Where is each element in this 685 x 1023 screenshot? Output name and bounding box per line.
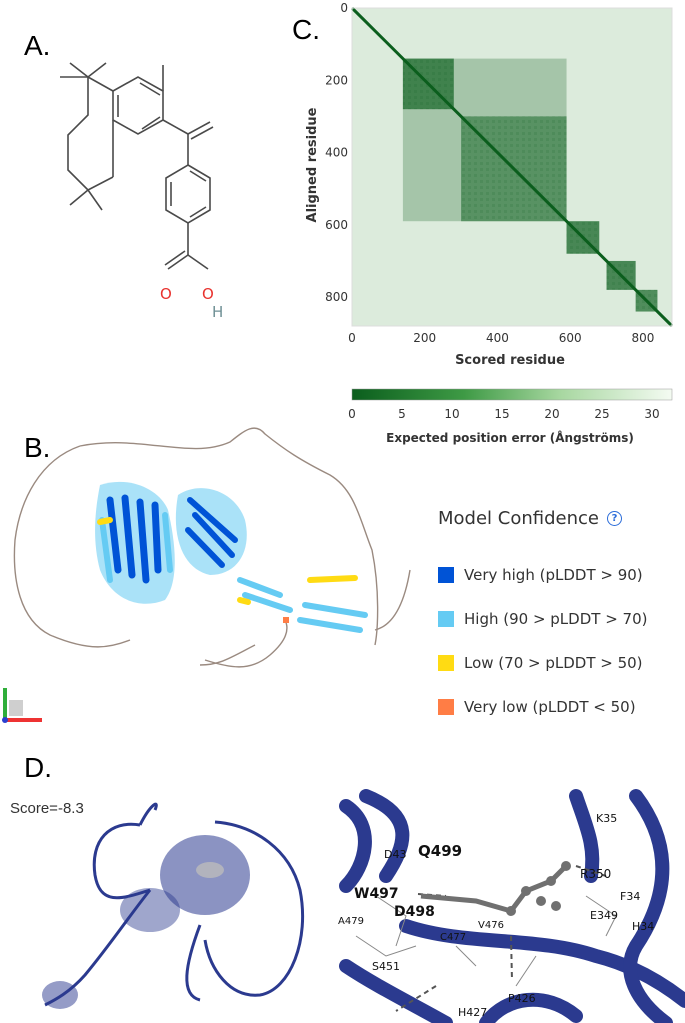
protein-domain-2: [175, 488, 247, 575]
docking-score: Score=-8.3: [10, 800, 84, 817]
colorbar-ticks: 0 5 10 15 20 25 30: [348, 407, 659, 421]
question-circle-icon[interactable]: ?: [606, 511, 622, 526]
legend-item: High (90 > pLDDT > 70): [438, 597, 678, 641]
residue-label: H427: [458, 1006, 487, 1019]
protein-domain-1: [95, 481, 175, 604]
legend-swatch: [438, 567, 454, 583]
colorbar-tick-label: 30: [644, 407, 659, 421]
residue-label: C477: [440, 932, 466, 943]
hydrogen-atom: H: [212, 303, 223, 321]
colorbar-tick-label: 15: [494, 407, 509, 421]
chemical-structure: O O H: [60, 62, 223, 321]
heatmap-y-tick-label: 200: [325, 73, 348, 87]
panel-b-label: B.: [24, 432, 51, 463]
colorbar-tick-label: 5: [398, 407, 406, 421]
legend-swatch: [438, 611, 454, 627]
legend-label: Low (70 > pLDDT > 50): [464, 654, 643, 672]
disordered-loops: [13, 427, 411, 668]
colorbar-label: Expected position error (Ångströms): [386, 430, 634, 445]
heatmap-y-ticks: 0 200 400 600 800: [325, 1, 348, 304]
pae-heatmap-panel: 0 200 400 600 800 0 200 400 600 800 Scored resid…: [300, 0, 685, 450]
heatmap-plot-area: [350, 6, 674, 328]
legend-label: High (90 > pLDDT > 70): [464, 610, 648, 628]
residue-label: A479: [338, 916, 364, 927]
axis-gizmo-icon: [2, 688, 42, 723]
panel-d-label: D.: [24, 752, 52, 783]
heatmap-x-tick-label: 200: [413, 331, 436, 345]
heatmap-x-ticks: 0 200 400 600 800: [348, 331, 654, 345]
legend-item: Very low (pLDDT < 50): [438, 685, 678, 729]
legend-item: Low (70 > pLDDT > 50): [438, 641, 678, 685]
heatmap-y-tick-label: 600: [325, 218, 348, 232]
colorbar: [351, 388, 673, 401]
panel-a-label: A.: [24, 30, 51, 61]
residue-label: W497: [354, 886, 399, 902]
heatmap-diagonal: [350, 6, 674, 328]
binding-ribbons: [339, 789, 685, 1023]
residue-labels: Q499 D43 W497 D498 A479 C477 V476 S451 H…: [338, 812, 654, 1019]
residue-label: R350: [580, 867, 611, 881]
legend-title: Model Confidence: [438, 508, 599, 529]
molecule-bonds: [60, 62, 214, 270]
binding-site-view: Q499 D43 W497 D498 A479 C477 V476 S451 H…: [336, 786, 685, 1023]
sidechain-sticks: [355, 895, 617, 987]
protein-domain-3: [97, 517, 368, 633]
residue-label: D498: [394, 904, 435, 920]
residue-label: K35: [596, 812, 617, 825]
residue-label: D43: [384, 848, 406, 861]
legend-swatch: [438, 699, 454, 715]
binding-site-svg: Q499 D43 W497 D498 A479 C477 V476 S451 H…: [338, 789, 685, 1023]
heatmap-y-tick-label: 0: [340, 1, 348, 15]
model-confidence-legend: Model Confidence ? Very high (pLDDT > 90…: [438, 508, 678, 729]
heatmap-y-axis-label: Aligned residue: [305, 107, 320, 222]
legend-label: Very high (pLDDT > 90): [464, 566, 643, 584]
ligand: [420, 861, 571, 916]
overview-core: [42, 835, 250, 1009]
legend-item: Very high (pLDDT > 90): [438, 553, 678, 597]
residue-label: V476: [478, 920, 504, 931]
heatmap-x-tick-label: 400: [486, 331, 509, 345]
heatmap-x-axis-label: Scored residue: [455, 353, 565, 368]
colorbar-tick-label: 10: [444, 407, 459, 421]
residue-label: H34: [632, 920, 654, 933]
panel-c-label: C.: [292, 14, 320, 45]
residue-label: F34: [620, 890, 640, 903]
heatmap-border: [351, 7, 673, 327]
colorbar-tick-label: 25: [594, 407, 609, 421]
residue-label: S451: [372, 960, 400, 973]
heatmap-x-tick-label: 600: [559, 331, 582, 345]
oxygen-atom-hydroxyl: O: [202, 285, 214, 303]
heatmap-y-tick-label: 800: [325, 290, 348, 304]
docking-overview: [42, 802, 305, 1009]
heatmap-x-tick-label: 0: [348, 331, 356, 345]
oxygen-atom-carbonyl: O: [160, 285, 172, 303]
legend-swatch: [438, 655, 454, 671]
colorbar-tick-label: 0: [348, 407, 356, 421]
legend-label: Very low (pLDDT < 50): [464, 698, 636, 716]
residue-label: Q499: [418, 842, 462, 860]
alphafold-structure: [2, 427, 411, 723]
legend-items: Very high (pLDDT > 90) High (90 > pLDDT >…: [438, 553, 678, 729]
heatmap-x-tick-label: 800: [631, 331, 654, 345]
residue-label: E349: [590, 909, 618, 922]
residue-label: P426: [508, 992, 536, 1005]
heatmap-y-tick-label: 400: [325, 146, 348, 160]
colorbar-tick-label: 20: [544, 407, 559, 421]
